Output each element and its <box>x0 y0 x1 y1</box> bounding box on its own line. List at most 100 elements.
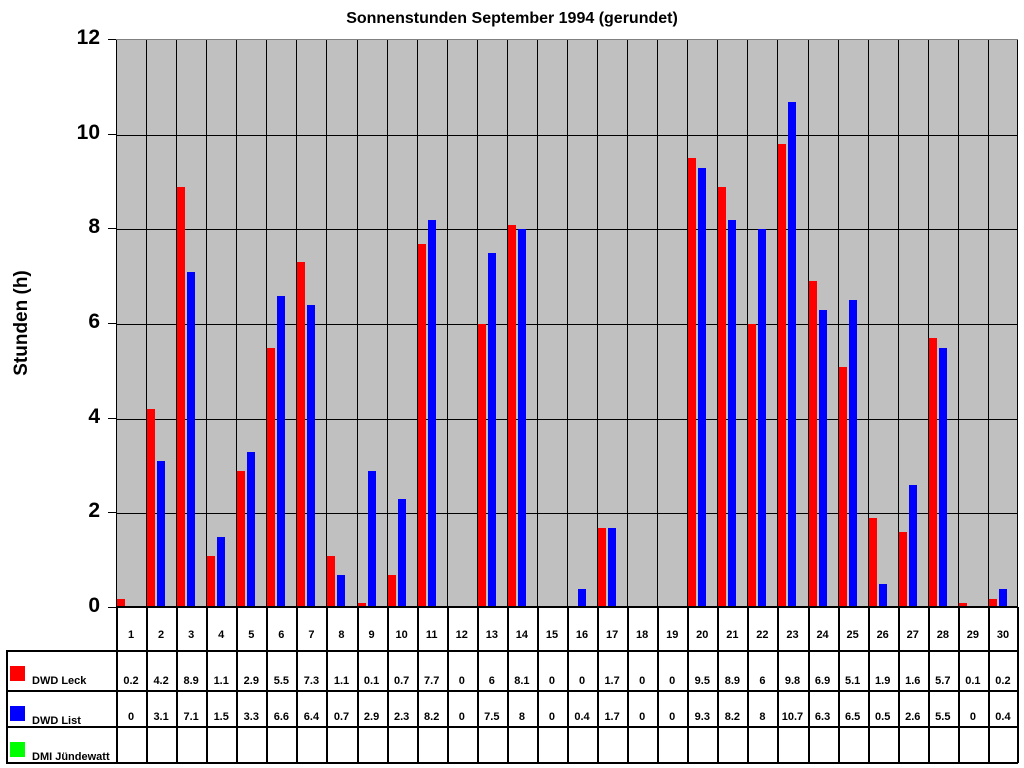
table-line <box>6 651 8 763</box>
bar-dwd-list <box>367 470 376 608</box>
table-line <box>958 607 960 763</box>
bar-dwd-leck <box>988 598 997 608</box>
table-header-day: 4 <box>218 629 225 641</box>
category-divider <box>1017 40 1018 608</box>
bar-dwd-list <box>848 300 857 608</box>
category-divider <box>206 40 207 608</box>
legend-key-dwd-list <box>10 706 25 721</box>
table-cell: 6.6 <box>273 711 289 723</box>
bar-dwd-leck <box>838 366 847 608</box>
category-divider <box>357 40 358 608</box>
chart-title: Sonnenstunden September 1994 (gerundet) <box>346 10 678 27</box>
table-header-day: 15 <box>545 629 559 641</box>
bar-dwd-leck <box>237 470 246 608</box>
table-line <box>6 726 1018 728</box>
table-line <box>868 607 870 763</box>
table-cell: 2.6 <box>905 711 921 723</box>
bar-dwd-leck <box>748 324 757 608</box>
table-line <box>777 607 779 763</box>
table-line <box>838 607 840 763</box>
y-tick-label: 10 <box>76 120 100 144</box>
category-divider <box>447 40 448 608</box>
table-header-day: 2 <box>158 629 165 641</box>
table-line <box>747 607 749 763</box>
category-divider <box>627 40 628 608</box>
table-cell: 7.3 <box>303 675 320 687</box>
category-divider <box>657 40 658 608</box>
y-tick-mark <box>108 417 116 419</box>
table-line <box>477 607 479 763</box>
table-line <box>657 607 659 763</box>
table-line <box>146 607 148 763</box>
table-cell: 1.1 <box>333 675 350 687</box>
category-divider <box>687 40 688 608</box>
bar-dwd-leck <box>207 555 216 608</box>
category-divider <box>567 40 568 608</box>
table-cell: 1.7 <box>604 675 620 687</box>
table-cell: 7.1 <box>183 711 199 723</box>
category-divider <box>777 40 778 608</box>
bar-dwd-leck <box>868 518 877 608</box>
table-header-day: 10 <box>395 629 408 641</box>
bar-dwd-list <box>698 167 707 608</box>
table-cell: 8 <box>518 711 525 723</box>
bar-dwd-leck <box>267 347 276 608</box>
table-cell: 7.7 <box>424 675 440 687</box>
category-divider <box>898 40 899 608</box>
table-header-day: 8 <box>338 629 345 641</box>
table-cell: 0.7 <box>393 675 410 687</box>
table-header-day: 20 <box>696 629 709 641</box>
table-header-day: 25 <box>846 629 859 641</box>
bar-dwd-list <box>277 295 286 608</box>
table-line <box>687 607 689 763</box>
y-tick-label: 12 <box>76 26 100 49</box>
table-line <box>417 607 419 763</box>
bar-dwd-list <box>487 253 496 608</box>
bar-dwd-list <box>788 101 797 608</box>
bar-dwd-list <box>157 461 166 608</box>
category-divider <box>537 40 538 608</box>
table-cell: 6.9 <box>814 675 831 687</box>
table-cell: 0 <box>969 711 976 723</box>
y-tick-label: 4 <box>88 404 100 428</box>
table-cell: 7.5 <box>484 711 500 723</box>
table-cell: 2.3 <box>393 711 410 723</box>
table-line <box>176 607 178 763</box>
table-header-day: 18 <box>636 629 649 641</box>
table-cell: 0.1 <box>965 675 981 687</box>
table-header-day: 13 <box>485 629 498 641</box>
category-divider <box>236 40 237 608</box>
table-cell: 10.7 <box>781 711 804 723</box>
table-cell: 0.4 <box>995 711 1011 723</box>
category-divider <box>326 40 327 608</box>
table-cell: 1.6 <box>905 675 921 687</box>
table-cell: 3.1 <box>153 711 169 723</box>
table-cell: 0 <box>127 711 135 723</box>
bar-dwd-list <box>758 229 767 608</box>
table-cell: 0.1 <box>363 675 380 687</box>
table-cell: 2.9 <box>243 675 259 687</box>
table-cell: 5.7 <box>935 675 951 687</box>
table-cell: 0 <box>548 675 556 687</box>
plot-area <box>116 39 1018 608</box>
table-cell: 6.4 <box>303 711 320 723</box>
category-divider <box>838 40 839 608</box>
table-header-day: 19 <box>666 629 679 641</box>
bar-dwd-list <box>247 451 256 608</box>
table-line <box>236 607 238 763</box>
table-cell: 2.9 <box>363 711 380 723</box>
table-cell: 9.3 <box>694 711 710 723</box>
bar-dwd-leck <box>808 281 817 608</box>
table-header-day: 1 <box>127 629 135 641</box>
y-tick-mark <box>108 228 116 230</box>
category-divider <box>146 40 147 608</box>
table-cell: 8.2 <box>724 711 740 723</box>
table-cell: 0 <box>639 675 646 687</box>
bar-dwd-list <box>728 219 737 608</box>
bar-dwd-list <box>187 271 196 608</box>
bar-dwd-leck <box>688 158 697 608</box>
bar-dwd-leck <box>177 186 186 608</box>
legend-label: DWD List <box>32 715 81 727</box>
table-line <box>447 607 449 763</box>
y-tick-label: 0 <box>88 594 100 617</box>
